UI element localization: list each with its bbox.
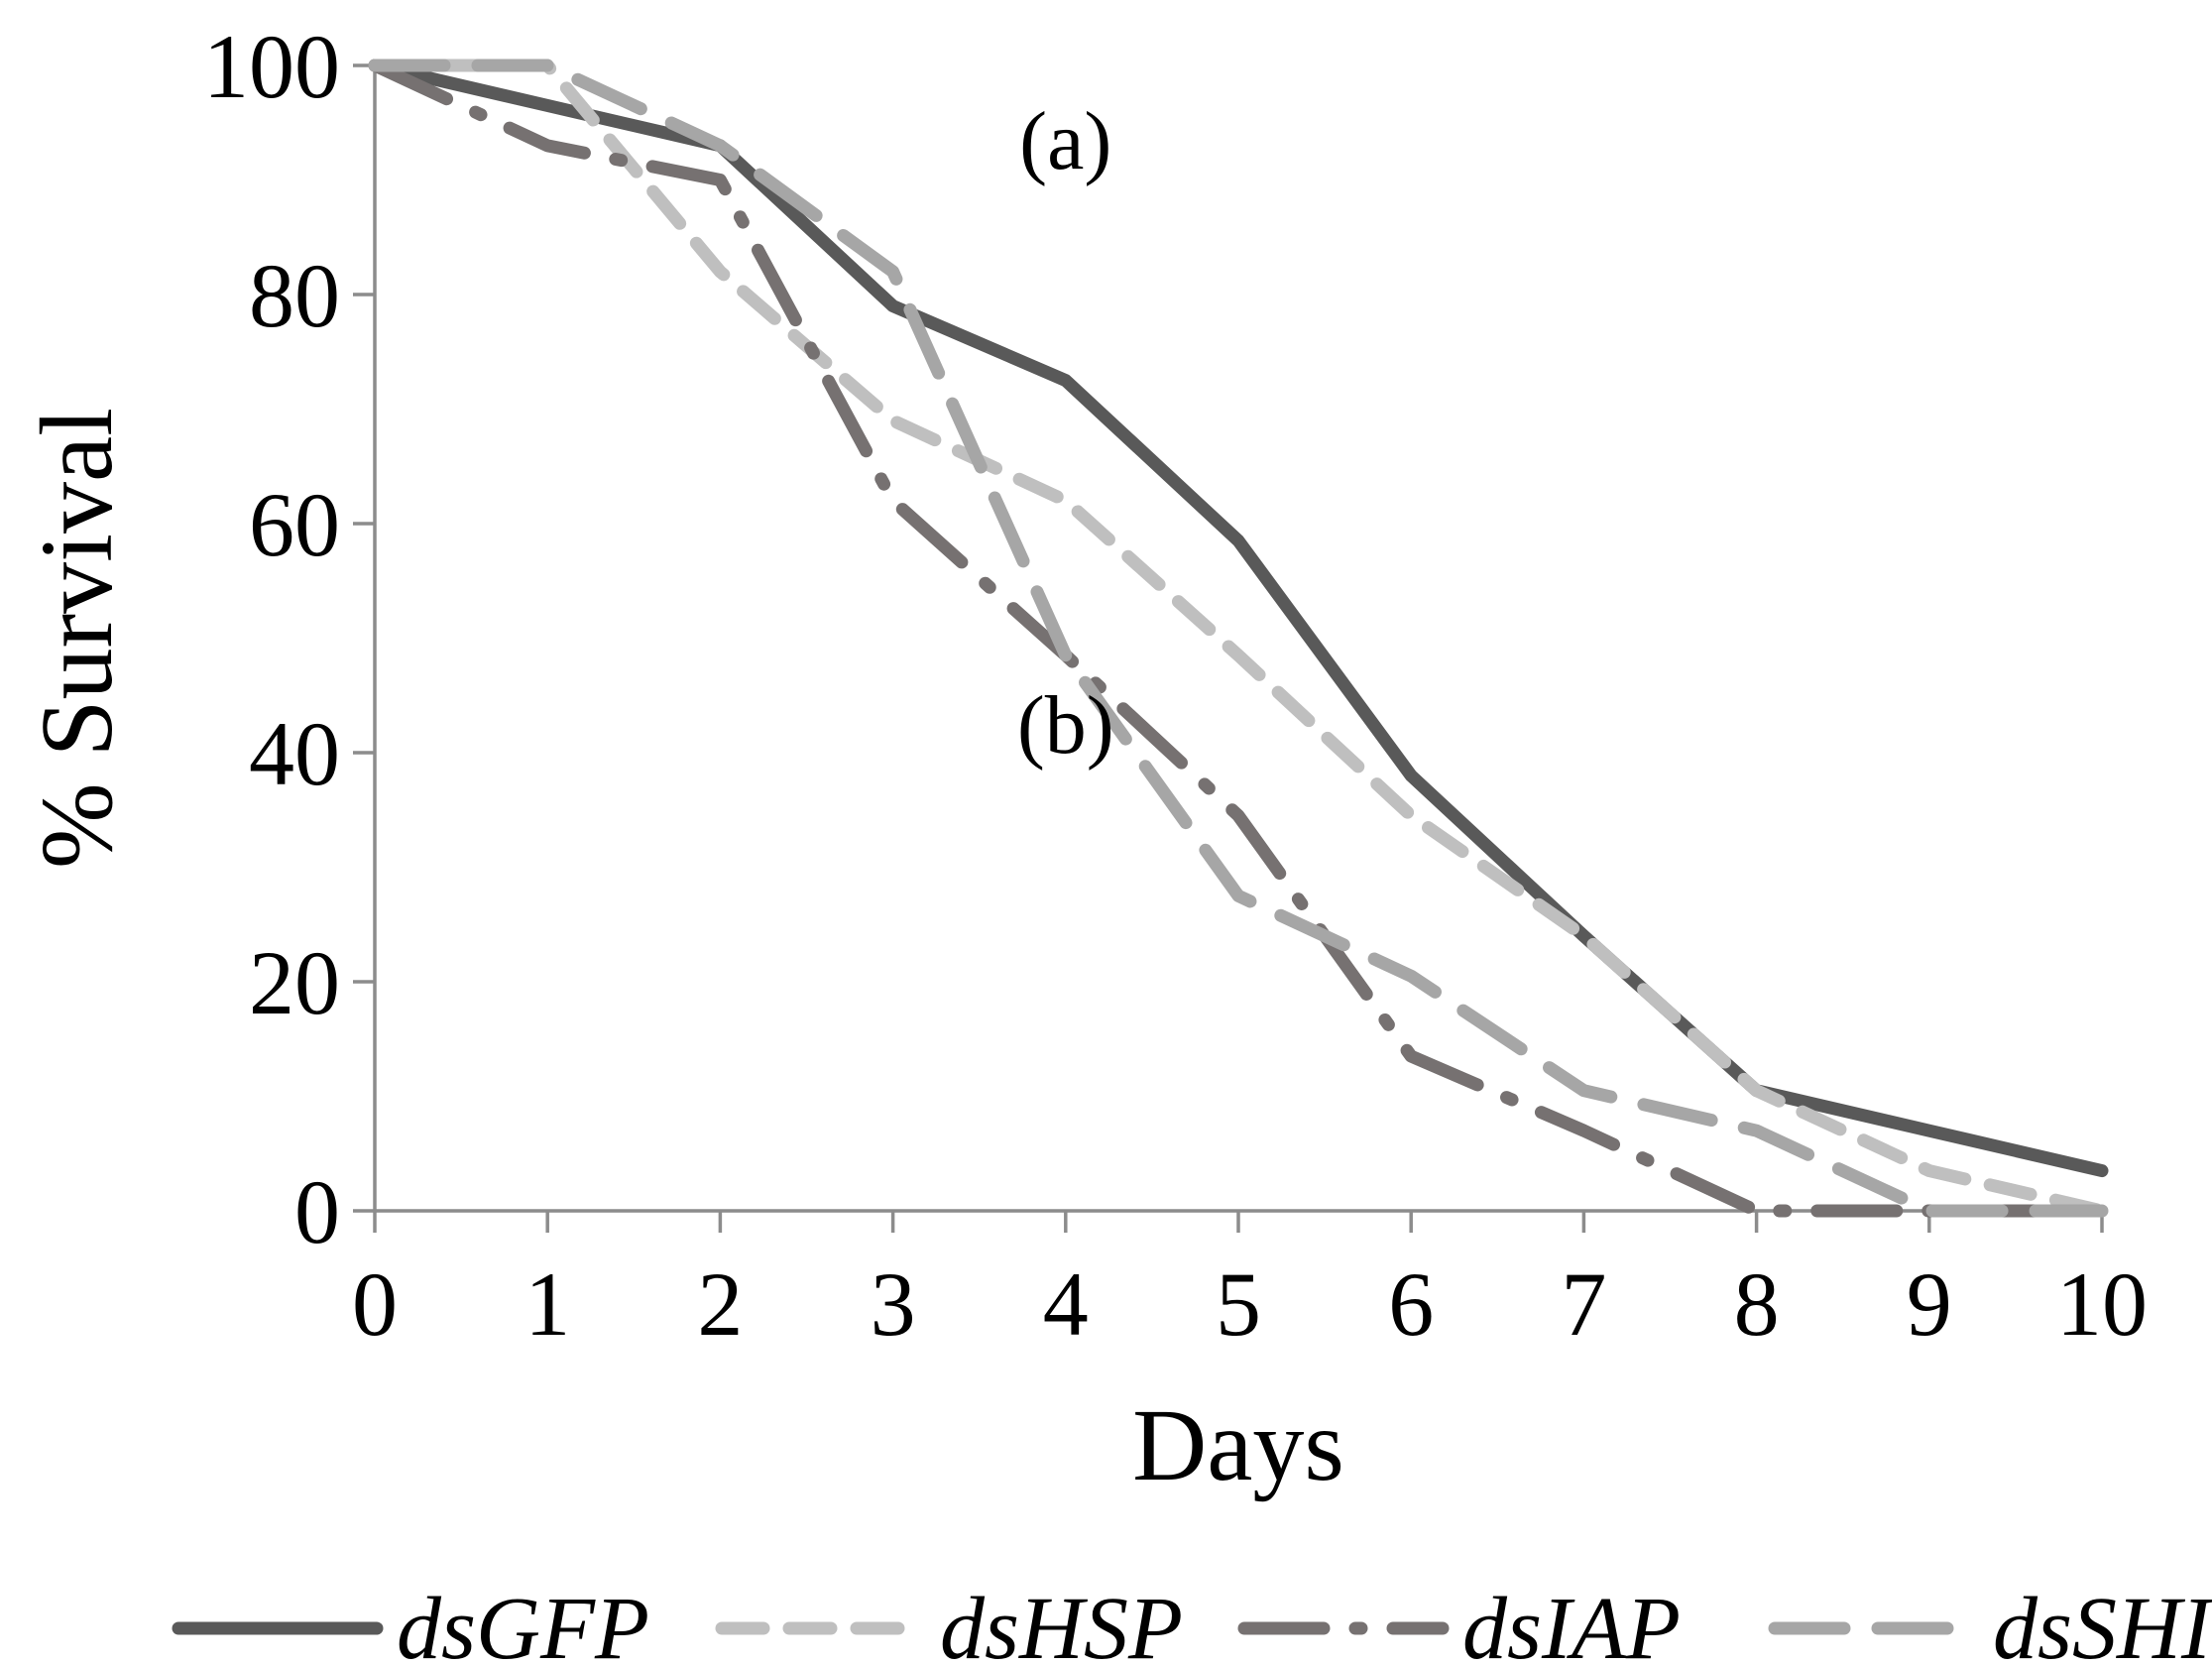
x-tick-label: 10	[2056, 1253, 2148, 1355]
y-tick-label: 80	[249, 245, 340, 346]
legend: dsGFP dsHSP dsIAP dsSHI	[172, 1580, 2212, 1667]
series-line-dsHSP	[368, 59, 2109, 1218]
axes: 0 20 40 60 80 100 0 1 2 3 4 5 6 7 8 9 10	[203, 16, 2148, 1355]
series-line-dsSHI	[368, 59, 2109, 1218]
y-tick-label: 0	[294, 1161, 340, 1262]
x-tick-label: 9	[1907, 1253, 1952, 1355]
x-tick-label: 6	[1388, 1253, 1434, 1355]
y-tick-label: 60	[249, 474, 340, 575]
annotation-label: (a)	[1019, 95, 1111, 187]
x-tick-label: 0	[352, 1253, 398, 1355]
chart-labels: % Survival Days (a) (b)	[20, 95, 1344, 1502]
x-tick-label: 1	[524, 1253, 570, 1355]
x-tick-label: 8	[1734, 1253, 1780, 1355]
x-tick-label: 7	[1561, 1253, 1606, 1355]
series-line-dsIAP	[368, 59, 2109, 1218]
y-tick-label: 100	[203, 16, 340, 117]
legend-label-dsHSP: dsHSP	[940, 1580, 1183, 1667]
y-tick-label: 40	[249, 703, 340, 804]
y-axis-title: % Survival	[20, 408, 134, 869]
x-tick-label: 3	[871, 1253, 916, 1355]
annotation-label: (b)	[1017, 679, 1114, 772]
x-tick-label: 4	[1043, 1253, 1089, 1355]
x-tick-label: 2	[697, 1253, 743, 1355]
y-tick-label: 20	[249, 932, 340, 1033]
legend-label-dsSHI: dsSHI	[1993, 1580, 2212, 1667]
x-axis-title: Days	[1132, 1388, 1344, 1502]
legend-label-dsGFP: dsGFP	[397, 1580, 649, 1667]
plot-lines	[368, 59, 2109, 1218]
legend-label-dsIAP: dsIAP	[1462, 1580, 1681, 1667]
x-tick-label: 5	[1216, 1253, 1261, 1355]
series-line-dsGFP	[368, 59, 2109, 1178]
